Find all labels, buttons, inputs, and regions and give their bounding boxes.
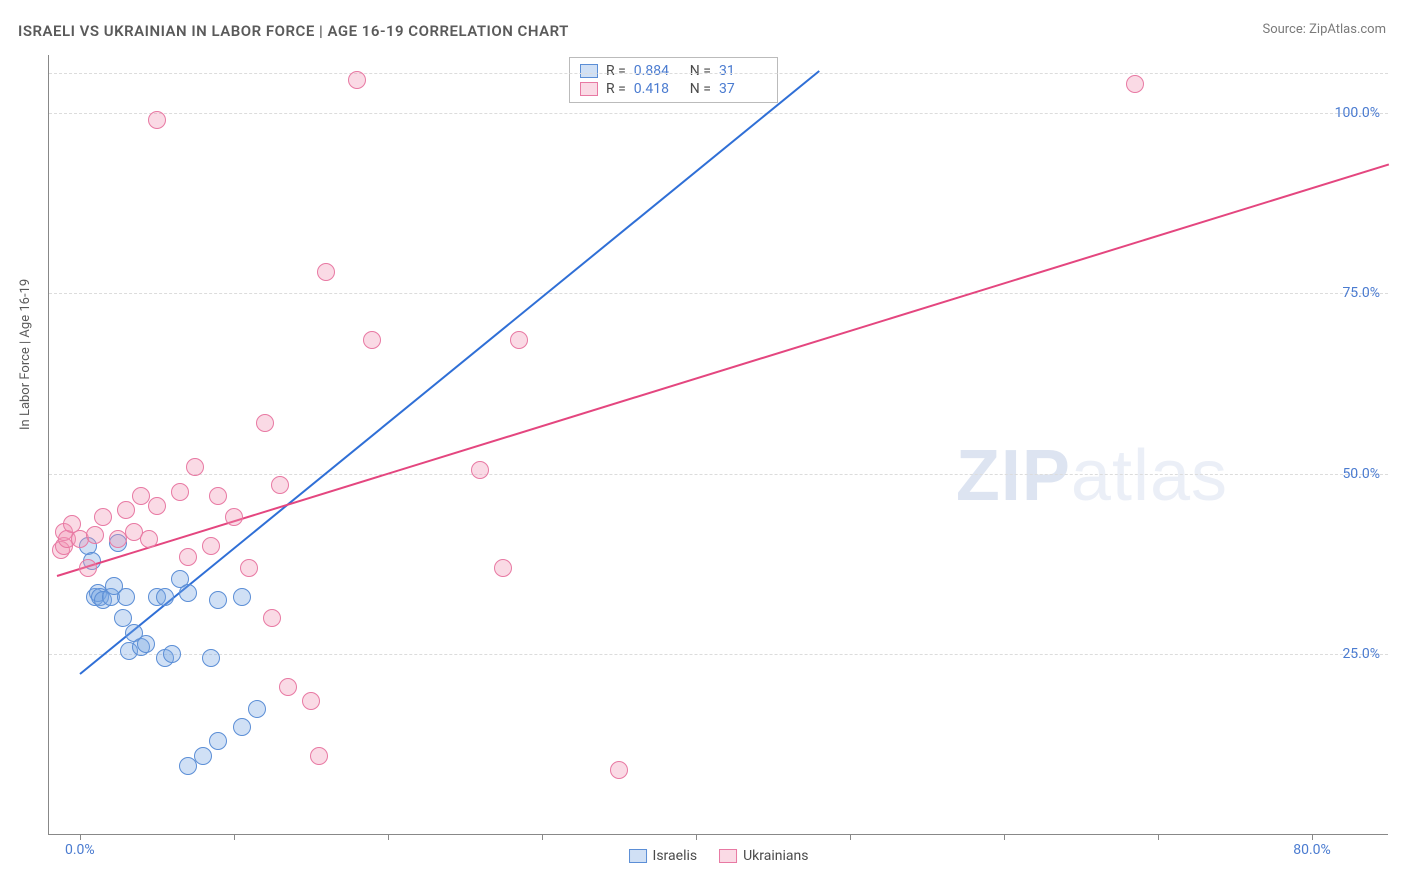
scatter-point: [471, 461, 489, 479]
scatter-point: [317, 263, 335, 281]
scatter-point: [363, 331, 381, 349]
scatter-point: [279, 678, 297, 696]
scatter-point: [179, 757, 197, 775]
scatter-point: [209, 732, 227, 750]
scatter-point: [310, 747, 328, 765]
scatter-point: [610, 761, 628, 779]
scatter-point: [494, 559, 512, 577]
gridline-h: [49, 474, 1388, 475]
y-tick-label: 100.0%: [1335, 105, 1380, 121]
scatter-point: [233, 718, 251, 736]
stat-n-value-2: 37: [719, 81, 767, 97]
swatch-ukrainians: [580, 82, 598, 96]
scatter-point: [202, 649, 220, 667]
legend-label-ukrainians: Ukrainians: [743, 848, 808, 864]
x-tick: [80, 834, 81, 840]
stats-row-ukrainians: R = 0.418 N = 37: [580, 80, 767, 98]
scatter-point: [256, 414, 274, 432]
x-tick: [388, 834, 389, 840]
scatter-point: [148, 497, 166, 515]
gridline-h: [49, 293, 1388, 294]
y-tick-label: 75.0%: [1342, 285, 1380, 301]
trend-line-ukrainians: [56, 163, 1389, 577]
y-tick-label: 50.0%: [1342, 466, 1380, 482]
scatter-point: [348, 71, 366, 89]
scatter-point: [271, 476, 289, 494]
scatter-point: [302, 692, 320, 710]
scatter-point: [156, 588, 174, 606]
legend-item-israelis: Israelis: [629, 848, 698, 864]
source-label: Source: ZipAtlas.com: [1262, 22, 1386, 37]
scatter-point: [163, 645, 181, 663]
legend-item-ukrainians: Ukrainians: [719, 848, 808, 864]
plot-area: ZIPatlas R = 0.884 N = 31 R = 0.418 N = …: [48, 55, 1388, 835]
legend: Israelis Ukrainians: [629, 848, 809, 864]
x-tick-label: 80.0%: [1293, 842, 1331, 858]
x-tick: [1004, 834, 1005, 840]
x-tick: [850, 834, 851, 840]
scatter-point: [186, 458, 204, 476]
scatter-point: [225, 508, 243, 526]
stat-n-label-2: N =: [690, 81, 711, 97]
scatter-point: [240, 559, 258, 577]
legend-swatch-ukrainians: [719, 849, 737, 863]
watermark: ZIPatlas: [956, 435, 1228, 517]
scatter-point: [263, 609, 281, 627]
scatter-point: [233, 588, 251, 606]
scatter-point: [171, 483, 189, 501]
scatter-point: [117, 588, 135, 606]
x-tick-label: 0.0%: [65, 842, 95, 858]
scatter-point: [140, 530, 158, 548]
scatter-point: [137, 635, 155, 653]
scatter-point: [202, 537, 220, 555]
stat-n-label-1: N =: [690, 63, 711, 79]
stat-r-label-1: R =: [606, 63, 626, 79]
correlation-stats-box: R = 0.884 N = 31 R = 0.418 N = 37: [569, 57, 778, 103]
stats-row-israelis: R = 0.884 N = 31: [580, 62, 767, 80]
gridline-h: [49, 113, 1388, 114]
legend-swatch-israelis: [629, 849, 647, 863]
scatter-point: [179, 548, 197, 566]
scatter-point: [117, 501, 135, 519]
stat-n-value-1: 31: [719, 63, 767, 79]
stat-r-label-2: R =: [606, 81, 626, 97]
x-tick: [234, 834, 235, 840]
scatter-point: [209, 487, 227, 505]
scatter-point: [148, 111, 166, 129]
swatch-israelis: [580, 64, 598, 78]
scatter-point: [248, 700, 266, 718]
x-tick: [696, 834, 697, 840]
x-tick: [542, 834, 543, 840]
gridline-h: [49, 73, 1388, 74]
scatter-point: [86, 526, 104, 544]
x-tick: [1312, 834, 1313, 840]
x-tick: [1158, 834, 1159, 840]
scatter-point: [1126, 75, 1144, 93]
stat-r-value-1: 0.884: [634, 63, 682, 79]
scatter-point: [179, 584, 197, 602]
gridline-h: [49, 654, 1388, 655]
watermark-light: atlas: [1071, 436, 1228, 516]
scatter-point: [510, 331, 528, 349]
scatter-point: [209, 591, 227, 609]
y-tick-label: 25.0%: [1342, 646, 1380, 662]
watermark-bold: ZIP: [956, 436, 1071, 516]
scatter-point: [94, 508, 112, 526]
chart-container: ISRAELI VS UKRAINIAN IN LABOR FORCE | AG…: [0, 0, 1406, 892]
legend-label-israelis: Israelis: [653, 848, 698, 864]
chart-title: ISRAELI VS UKRAINIAN IN LABOR FORCE | AG…: [18, 22, 569, 40]
scatter-point: [194, 747, 212, 765]
scatter-point: [79, 559, 97, 577]
y-axis-label: In Labor Force | Age 16-19: [18, 279, 33, 430]
stat-r-value-2: 0.418: [634, 81, 682, 97]
